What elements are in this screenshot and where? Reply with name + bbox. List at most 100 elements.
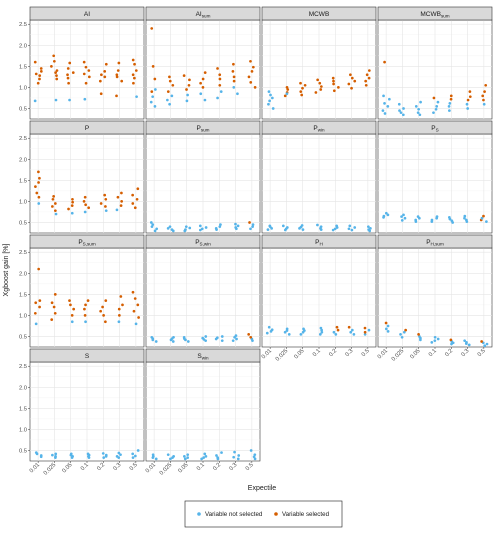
- point-not-selected: [483, 344, 487, 348]
- point-not-selected: [265, 331, 269, 335]
- x-axis-title: Expectile: [248, 485, 277, 492]
- y-tick-label: 1.0: [19, 199, 27, 205]
- point-selected: [449, 94, 453, 98]
- point-not-selected: [436, 100, 440, 104]
- y-tick-label: 1.0: [19, 427, 27, 433]
- point-not-selected: [386, 324, 390, 328]
- point-selected: [249, 335, 253, 339]
- point-selected: [103, 75, 107, 79]
- point-not-selected: [448, 109, 451, 112]
- point-selected: [69, 303, 72, 307]
- x-tick-label: 0.01: [29, 462, 41, 474]
- point-selected: [483, 90, 486, 93]
- panel: MCWBsum: [377, 6, 493, 120]
- point-not-selected: [465, 102, 469, 106]
- panel-strip: [377, 120, 493, 135]
- point-not-selected: [236, 224, 240, 228]
- point-selected: [168, 75, 171, 79]
- point-selected: [466, 98, 470, 102]
- point-not-selected: [216, 336, 219, 340]
- point-selected: [133, 62, 136, 66]
- x-tick-label: 0.1: [312, 348, 322, 358]
- point-selected: [116, 195, 120, 199]
- point-not-selected: [430, 341, 434, 344]
- point-not-selected: [115, 455, 119, 458]
- point-selected: [67, 81, 70, 85]
- point-not-selected: [383, 102, 386, 105]
- panel-strip: [377, 234, 493, 249]
- panel: PH 0.01 0.025 0.05 0.1 0.2 0.3 0.5: [261, 234, 377, 363]
- panel-title: PS,win: [195, 239, 211, 247]
- panel: PH,sum 0.01 0.025 0.05 0.1 0.2 0.3 0.5: [377, 234, 493, 363]
- point-selected: [68, 61, 72, 65]
- point-not-selected: [216, 96, 219, 100]
- point-not-selected: [68, 98, 71, 102]
- point-selected: [365, 73, 369, 77]
- point-selected: [133, 76, 136, 80]
- point-selected: [117, 61, 121, 65]
- x-tick-label: 0.025: [43, 462, 58, 477]
- panel-strip: [145, 6, 261, 21]
- point-not-selected: [170, 228, 174, 231]
- point-selected: [38, 77, 41, 81]
- point-not-selected: [151, 453, 155, 457]
- y-tick-label: 2.0: [19, 271, 27, 277]
- point-selected: [319, 88, 323, 91]
- panel-strip: [145, 120, 261, 135]
- point-not-selected: [183, 457, 187, 461]
- point-not-selected: [34, 322, 38, 326]
- legend-label-not-selected: Variable not selected: [205, 511, 263, 518]
- point-not-selected: [400, 219, 404, 222]
- point-not-selected: [154, 88, 157, 91]
- y-tick-label: 1.5: [19, 178, 27, 184]
- point-not-selected: [168, 225, 172, 229]
- point-not-selected: [386, 105, 390, 108]
- panel-title: Psum: [196, 125, 209, 133]
- y-tick-label: 0.5: [19, 106, 27, 112]
- point-selected: [38, 176, 41, 180]
- point-selected: [332, 82, 335, 86]
- point-not-selected: [363, 333, 367, 336]
- point-selected: [86, 299, 90, 303]
- panel: MCWB: [261, 6, 377, 120]
- point-not-selected: [436, 337, 440, 341]
- point-selected: [71, 71, 75, 75]
- point-not-selected: [249, 449, 253, 452]
- point-not-selected: [485, 342, 489, 346]
- point-selected: [66, 67, 70, 70]
- point-not-selected: [300, 224, 304, 227]
- point-not-selected: [386, 213, 390, 217]
- point-not-selected: [414, 105, 418, 108]
- y-tick-label: 1.5: [19, 64, 27, 70]
- point-selected: [99, 309, 102, 313]
- point-not-selected: [234, 334, 238, 337]
- point-selected: [33, 311, 37, 315]
- point-not-selected: [485, 220, 488, 223]
- point-selected: [39, 70, 43, 73]
- point-not-selected: [383, 112, 387, 115]
- point-not-selected: [253, 457, 257, 461]
- point-not-selected: [251, 225, 254, 229]
- point-selected: [36, 81, 40, 85]
- point-not-selected: [252, 455, 256, 459]
- point-not-selected: [216, 456, 220, 459]
- point-selected: [249, 81, 253, 84]
- x-tick-label: 0.2: [96, 462, 106, 472]
- point-selected: [37, 195, 41, 199]
- point-not-selected: [200, 457, 203, 461]
- x-tick-label: 0.01: [261, 348, 273, 360]
- point-not-selected: [281, 224, 285, 228]
- point-not-selected: [448, 102, 452, 105]
- point-not-selected: [134, 322, 138, 326]
- panel-title: PH: [315, 239, 323, 247]
- y-tick-label: 2.5: [19, 136, 27, 142]
- point-not-selected: [198, 228, 202, 232]
- x-tick-label: 0.3: [113, 462, 123, 472]
- panel-title: PS: [431, 125, 438, 133]
- point-selected: [82, 72, 86, 76]
- point-not-selected: [150, 225, 154, 229]
- point-selected: [104, 62, 108, 66]
- point-selected: [67, 207, 70, 211]
- point-selected: [50, 64, 53, 68]
- point-not-selected: [435, 215, 439, 218]
